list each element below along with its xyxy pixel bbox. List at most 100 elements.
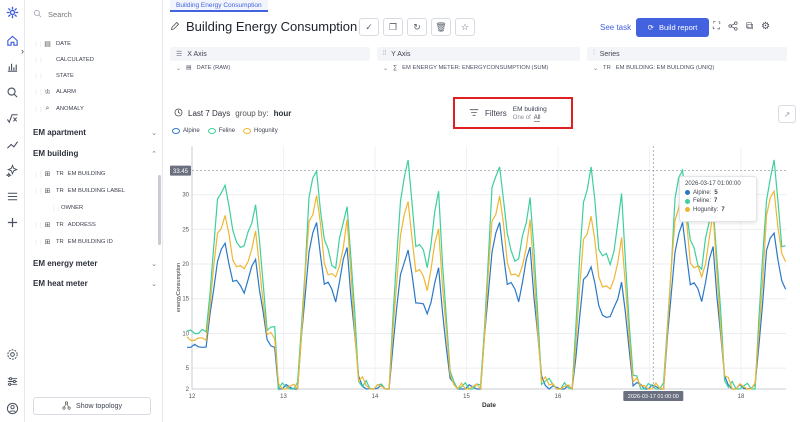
- user-icon[interactable]: [6, 402, 19, 415]
- y-tick-label: 5: [186, 366, 190, 372]
- legend-item-alpine[interactable]: Alpine: [172, 128, 200, 134]
- tooltip-name: Feline:: [693, 198, 712, 204]
- page-title[interactable]: Building Energy Consumption: [186, 19, 358, 34]
- legend-item-hogunity[interactable]: Hogunity: [243, 128, 278, 134]
- field-address[interactable]: ⋮⋮ ⊞ Tr ADDRESS: [33, 219, 96, 231]
- toolbar: ✓ ❐ ↻ 🗑 ☆: [359, 18, 475, 36]
- expand-icon[interactable]: ⊞: [44, 188, 51, 195]
- field-em-building-id[interactable]: ⋮⋮ ⊞ Tr EM BUILDING ID: [33, 236, 113, 248]
- edit-pencil-icon[interactable]: [170, 21, 180, 33]
- search-box[interactable]: [33, 7, 153, 21]
- group-by-value[interactable]: hour: [273, 109, 292, 118]
- fullscreen-icon[interactable]: ⛶: [713, 21, 720, 32]
- field-label: DATE: [56, 41, 72, 47]
- drag-handle-icon[interactable]: ⋮⋮: [33, 106, 44, 113]
- period-label: Last 7 Days: [188, 109, 231, 118]
- field-calculated[interactable]: ⋮⋮ CALCULATED: [33, 54, 94, 66]
- drag-handle-icon[interactable]: ⋮⋮: [33, 89, 44, 96]
- tooltip-value: 5: [714, 189, 718, 196]
- text-type-icon: Tr: [603, 65, 611, 71]
- build-report-button[interactable]: ⟳ Build report: [636, 18, 709, 37]
- refresh-button[interactable]: ↻: [407, 18, 427, 36]
- panel-scrollbar[interactable]: [158, 175, 161, 245]
- group-em-apartment[interactable]: EM apartment ⌄: [33, 128, 157, 137]
- copy-button[interactable]: ❐: [383, 18, 403, 36]
- refresh-icon: ⟳: [647, 23, 654, 32]
- tab-building-energy[interactable]: Building Energy Consumption: [170, 0, 268, 12]
- series-config[interactable]: ⫶ Series ⌄ Tr EM BUILDING: EM BUILDING (UNI…: [587, 47, 787, 77]
- drag-handle-icon[interactable]: ⋮⋮: [33, 73, 44, 80]
- logo-icon[interactable]: [6, 6, 19, 19]
- show-topology-button[interactable]: Show topology: [33, 397, 151, 415]
- field-alarm[interactable]: ⋮⋮ ♔ ALARM: [33, 86, 76, 98]
- delete-button[interactable]: 🗑: [431, 18, 451, 36]
- chart-legend: Alpine Feline Hogunity: [172, 128, 278, 134]
- filters-panel[interactable]: Filters EM building One of All: [453, 97, 573, 129]
- calendar-icon: ▤: [186, 65, 192, 71]
- see-task-link[interactable]: See task: [600, 23, 632, 32]
- field-label: ADDRESS: [67, 222, 96, 228]
- field-owner[interactable]: ⋮⋮ OWNER: [51, 202, 83, 214]
- drag-handle-icon[interactable]: ⋮⋮: [33, 57, 44, 64]
- x-axis-config[interactable]: ☰ X Axis ⌄ ▤ DATE (RAW): [170, 47, 370, 77]
- home-icon[interactable]: [6, 34, 19, 47]
- tooltip-dot: [685, 190, 690, 195]
- topology-icon: [62, 400, 71, 412]
- group-em-energy-meter[interactable]: EM energy meter ⌄: [33, 259, 157, 268]
- drag-handle-icon[interactable]: ⋮⋮: [33, 171, 44, 178]
- reference-line-label: 33.45: [173, 169, 189, 175]
- alarm-icon: ♔: [44, 89, 51, 96]
- plus-icon[interactable]: [6, 216, 19, 229]
- search-nav-icon[interactable]: [6, 86, 19, 99]
- tooltip-row-feline: Feline: 7: [685, 198, 751, 204]
- filter-operator: One of: [512, 114, 531, 121]
- expand-icon[interactable]: ⊞: [44, 222, 51, 229]
- field-anomaly[interactable]: ⋮⋮ ⌕ ANOMALY: [33, 103, 84, 115]
- check-button[interactable]: ✓: [359, 18, 379, 36]
- formula-icon[interactable]: [6, 112, 19, 125]
- bar-chart-icon[interactable]: [6, 60, 19, 73]
- list-icon: ☰: [176, 51, 183, 58]
- period-selector[interactable]: Last 7 Days group by: hour: [174, 108, 291, 119]
- drag-handle-icon[interactable]: ⋮⋮: [33, 239, 44, 246]
- chevron-down-icon: ⌄: [151, 280, 157, 288]
- sparkle-icon[interactable]: [6, 164, 19, 177]
- field-state[interactable]: ⋮⋮ STATE: [33, 70, 74, 82]
- field-label: EM BUILDING LABEL: [67, 188, 126, 194]
- calendar-icon: ▤: [44, 41, 51, 48]
- field-label: EM BUILDING: [67, 171, 106, 177]
- drag-handle-icon[interactable]: ⋮⋮: [51, 205, 62, 212]
- trend-icon[interactable]: [6, 138, 19, 151]
- settings-gear-icon[interactable]: ⚙: [761, 21, 771, 32]
- trend-toggle-button[interactable]: ↗: [778, 105, 796, 123]
- series-header: Series: [599, 50, 620, 58]
- field-em-building-label[interactable]: ⋮⋮ ⊞ Tr EM BUILDING LABEL: [33, 185, 125, 197]
- favorite-button[interactable]: ☆: [455, 18, 475, 36]
- crosshair-badge: [623, 391, 684, 401]
- group-em-heat-meter[interactable]: EM heat meter ⌄: [33, 279, 157, 288]
- sliders-icon[interactable]: [6, 375, 19, 388]
- settings-icon[interactable]: [6, 348, 19, 361]
- group-by-label: group by:: [235, 109, 269, 118]
- legend-item-feline[interactable]: Feline: [207, 128, 235, 134]
- group-em-building[interactable]: EM building ⌃: [33, 149, 157, 158]
- expand-icon[interactable]: ⊞: [44, 171, 51, 178]
- y-axis-config[interactable]: ⦙⦙ Y Axis ⌄ ∑ EM ENERGY METER: ENERGYCONSUM…: [377, 47, 580, 77]
- drag-handle-icon[interactable]: ⋮⋮: [33, 188, 44, 195]
- drag-handle-icon[interactable]: ⋮⋮: [33, 222, 44, 229]
- tooltip-date: 2026-03-17 01:00:00: [685, 181, 741, 187]
- chevron-right-icon[interactable]: ›: [21, 46, 24, 56]
- group-label: EM heat meter: [33, 279, 88, 288]
- field-date[interactable]: ⋮⋮ ▤ DATE: [33, 38, 71, 50]
- search-input[interactable]: [48, 9, 138, 19]
- drag-handle-icon[interactable]: ⋮⋮: [33, 41, 44, 48]
- menu-lines-icon[interactable]: [6, 190, 19, 203]
- filter-value-select[interactable]: All: [533, 114, 541, 122]
- field-em-building[interactable]: ⋮⋮ ⊞ Tr EM BUILDING: [33, 168, 105, 180]
- link-icon[interactable]: ⧉: [746, 21, 754, 32]
- tooltip-name: Hogunity:: [693, 206, 719, 213]
- x-axis-label: Date: [482, 402, 496, 409]
- search-icon: [33, 9, 42, 20]
- expand-icon[interactable]: ⊞: [44, 239, 51, 246]
- share-icon[interactable]: [728, 21, 738, 34]
